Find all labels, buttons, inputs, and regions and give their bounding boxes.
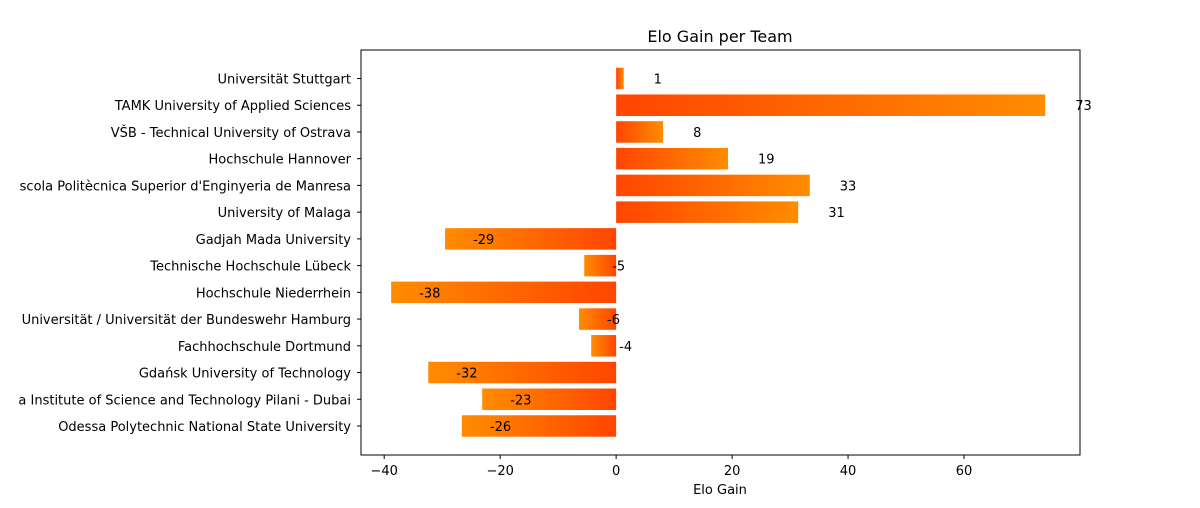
x-tick-label: 40: [840, 464, 857, 479]
data-label: 31: [828, 206, 845, 221]
x-axis-ticks: −40 −20 0 20 40 60: [370, 455, 972, 479]
bar: [616, 67, 624, 90]
bar: [616, 94, 1046, 116]
category-label: Gdańsk University of Technology: [139, 367, 351, 382]
data-label: -38: [419, 286, 440, 301]
bar: [584, 254, 617, 277]
bars-layer: [391, 67, 1046, 437]
category-label: Hochschule Niederrhein: [196, 286, 351, 301]
data-label: -23: [510, 393, 531, 408]
category-label: TAMK University of Applied Sciences: [114, 99, 351, 114]
bar: [579, 308, 617, 330]
y-axis-ticks: Universität Stuttgart TAMK University of …: [18, 73, 361, 435]
bar: [616, 147, 729, 170]
bar: [616, 174, 810, 197]
chart-title: Elo Gain per Team: [647, 27, 792, 46]
category-label: Hochschule Hannover: [209, 153, 352, 168]
data-label: -32: [456, 367, 477, 382]
bar: [428, 361, 617, 384]
category-label: Gadjah Mada University: [196, 233, 352, 248]
category-label: VŠB - Technical University of Ostrava: [111, 125, 351, 141]
category-label: Universität / Universität der Bundeswehr…: [22, 313, 351, 328]
data-labels-layer: 1 73 8 19 33 31 -29 -5 -38 -6 -4 -32 -23 -26: [419, 73, 1092, 435]
category-label: Universität Stuttgart: [217, 73, 351, 88]
data-label: 33: [840, 179, 857, 194]
category-label: a Institute of Science and Technology Pi…: [18, 393, 351, 408]
x-tick-label: −40: [370, 464, 397, 479]
data-label: 8: [693, 126, 701, 141]
data-label: -26: [490, 420, 511, 435]
data-label: 19: [758, 153, 775, 168]
x-tick-label: 0: [612, 464, 620, 479]
bar: [616, 121, 664, 143]
plot-frame: [360, 49, 1081, 456]
category-label: scola Politècnica Superior d'Enginyeria …: [20, 179, 351, 194]
category-label: Technische Hochschule Lübeck: [149, 260, 351, 275]
data-label: -6: [607, 313, 620, 328]
bar: [482, 388, 617, 411]
x-tick-label: 20: [724, 464, 741, 479]
x-tick-label: −20: [486, 464, 513, 479]
data-label: -4: [619, 340, 632, 355]
bar: [391, 281, 617, 304]
bar: [445, 228, 617, 250]
data-label: -5: [612, 260, 625, 275]
bar: [591, 335, 617, 357]
category-label: University of Malaga: [218, 206, 351, 221]
data-label: 1: [654, 73, 662, 88]
data-label: -29: [473, 233, 494, 248]
x-tick-label: 60: [956, 464, 973, 479]
x-axis-label: Elo Gain: [693, 483, 747, 498]
category-label: Odessa Polytechnic National State Univer…: [58, 420, 351, 435]
bar: [461, 415, 617, 437]
bar: [616, 201, 799, 223]
data-label: 73: [1075, 99, 1092, 114]
category-label: Fachhochschule Dortmund: [178, 340, 351, 355]
